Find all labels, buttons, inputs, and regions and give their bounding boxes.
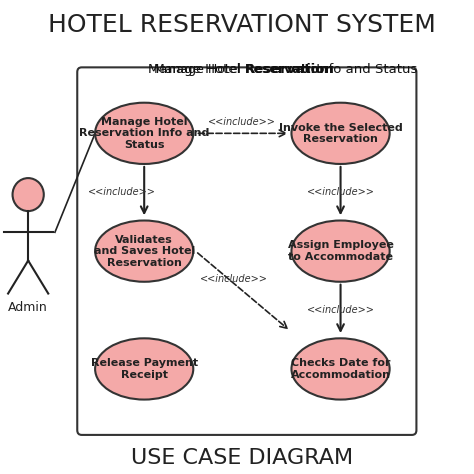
Text: Manage Hotel: Manage Hotel <box>154 63 245 76</box>
Text: Checks Date for
Accommodation: Checks Date for Accommodation <box>291 358 391 380</box>
Text: <<include>>: <<include>> <box>88 187 156 197</box>
Ellipse shape <box>292 103 390 164</box>
Ellipse shape <box>95 220 193 282</box>
Ellipse shape <box>292 338 390 400</box>
Text: Release Payment
Receipt: Release Payment Receipt <box>91 358 198 380</box>
Text: Reservation: Reservation <box>245 63 329 76</box>
Text: Reservation: Reservation <box>245 63 335 76</box>
Ellipse shape <box>95 338 193 400</box>
Text: Validates
and Saves Hotel
Reservation: Validates and Saves Hotel Reservation <box>93 235 195 268</box>
Text: Manage Hotel: Manage Hotel <box>148 63 245 76</box>
Circle shape <box>12 178 44 211</box>
Text: Manage Hotel
Reservation Info and
Status: Manage Hotel Reservation Info and Status <box>79 117 210 150</box>
Text: <<include>>: <<include>> <box>307 187 374 197</box>
Text: Assign Employee
to Accommodate: Assign Employee to Accommodate <box>288 240 393 262</box>
Text: <<include>>: <<include>> <box>209 117 276 127</box>
Text: Admin: Admin <box>8 301 48 314</box>
FancyBboxPatch shape <box>77 67 417 435</box>
Text: HOTEL RESERVATIONT SYSTEM: HOTEL RESERVATIONT SYSTEM <box>48 13 436 37</box>
Ellipse shape <box>95 103 193 164</box>
Text: Invoke the Selected
Reservation: Invoke the Selected Reservation <box>279 123 402 144</box>
Text: Info and Status: Info and Status <box>311 63 417 76</box>
Ellipse shape <box>292 220 390 282</box>
Text: <<include>>: <<include>> <box>307 305 374 315</box>
Text: USE CASE DIAGRAM: USE CASE DIAGRAM <box>131 448 354 468</box>
Text: <<include>>: <<include>> <box>200 274 267 284</box>
